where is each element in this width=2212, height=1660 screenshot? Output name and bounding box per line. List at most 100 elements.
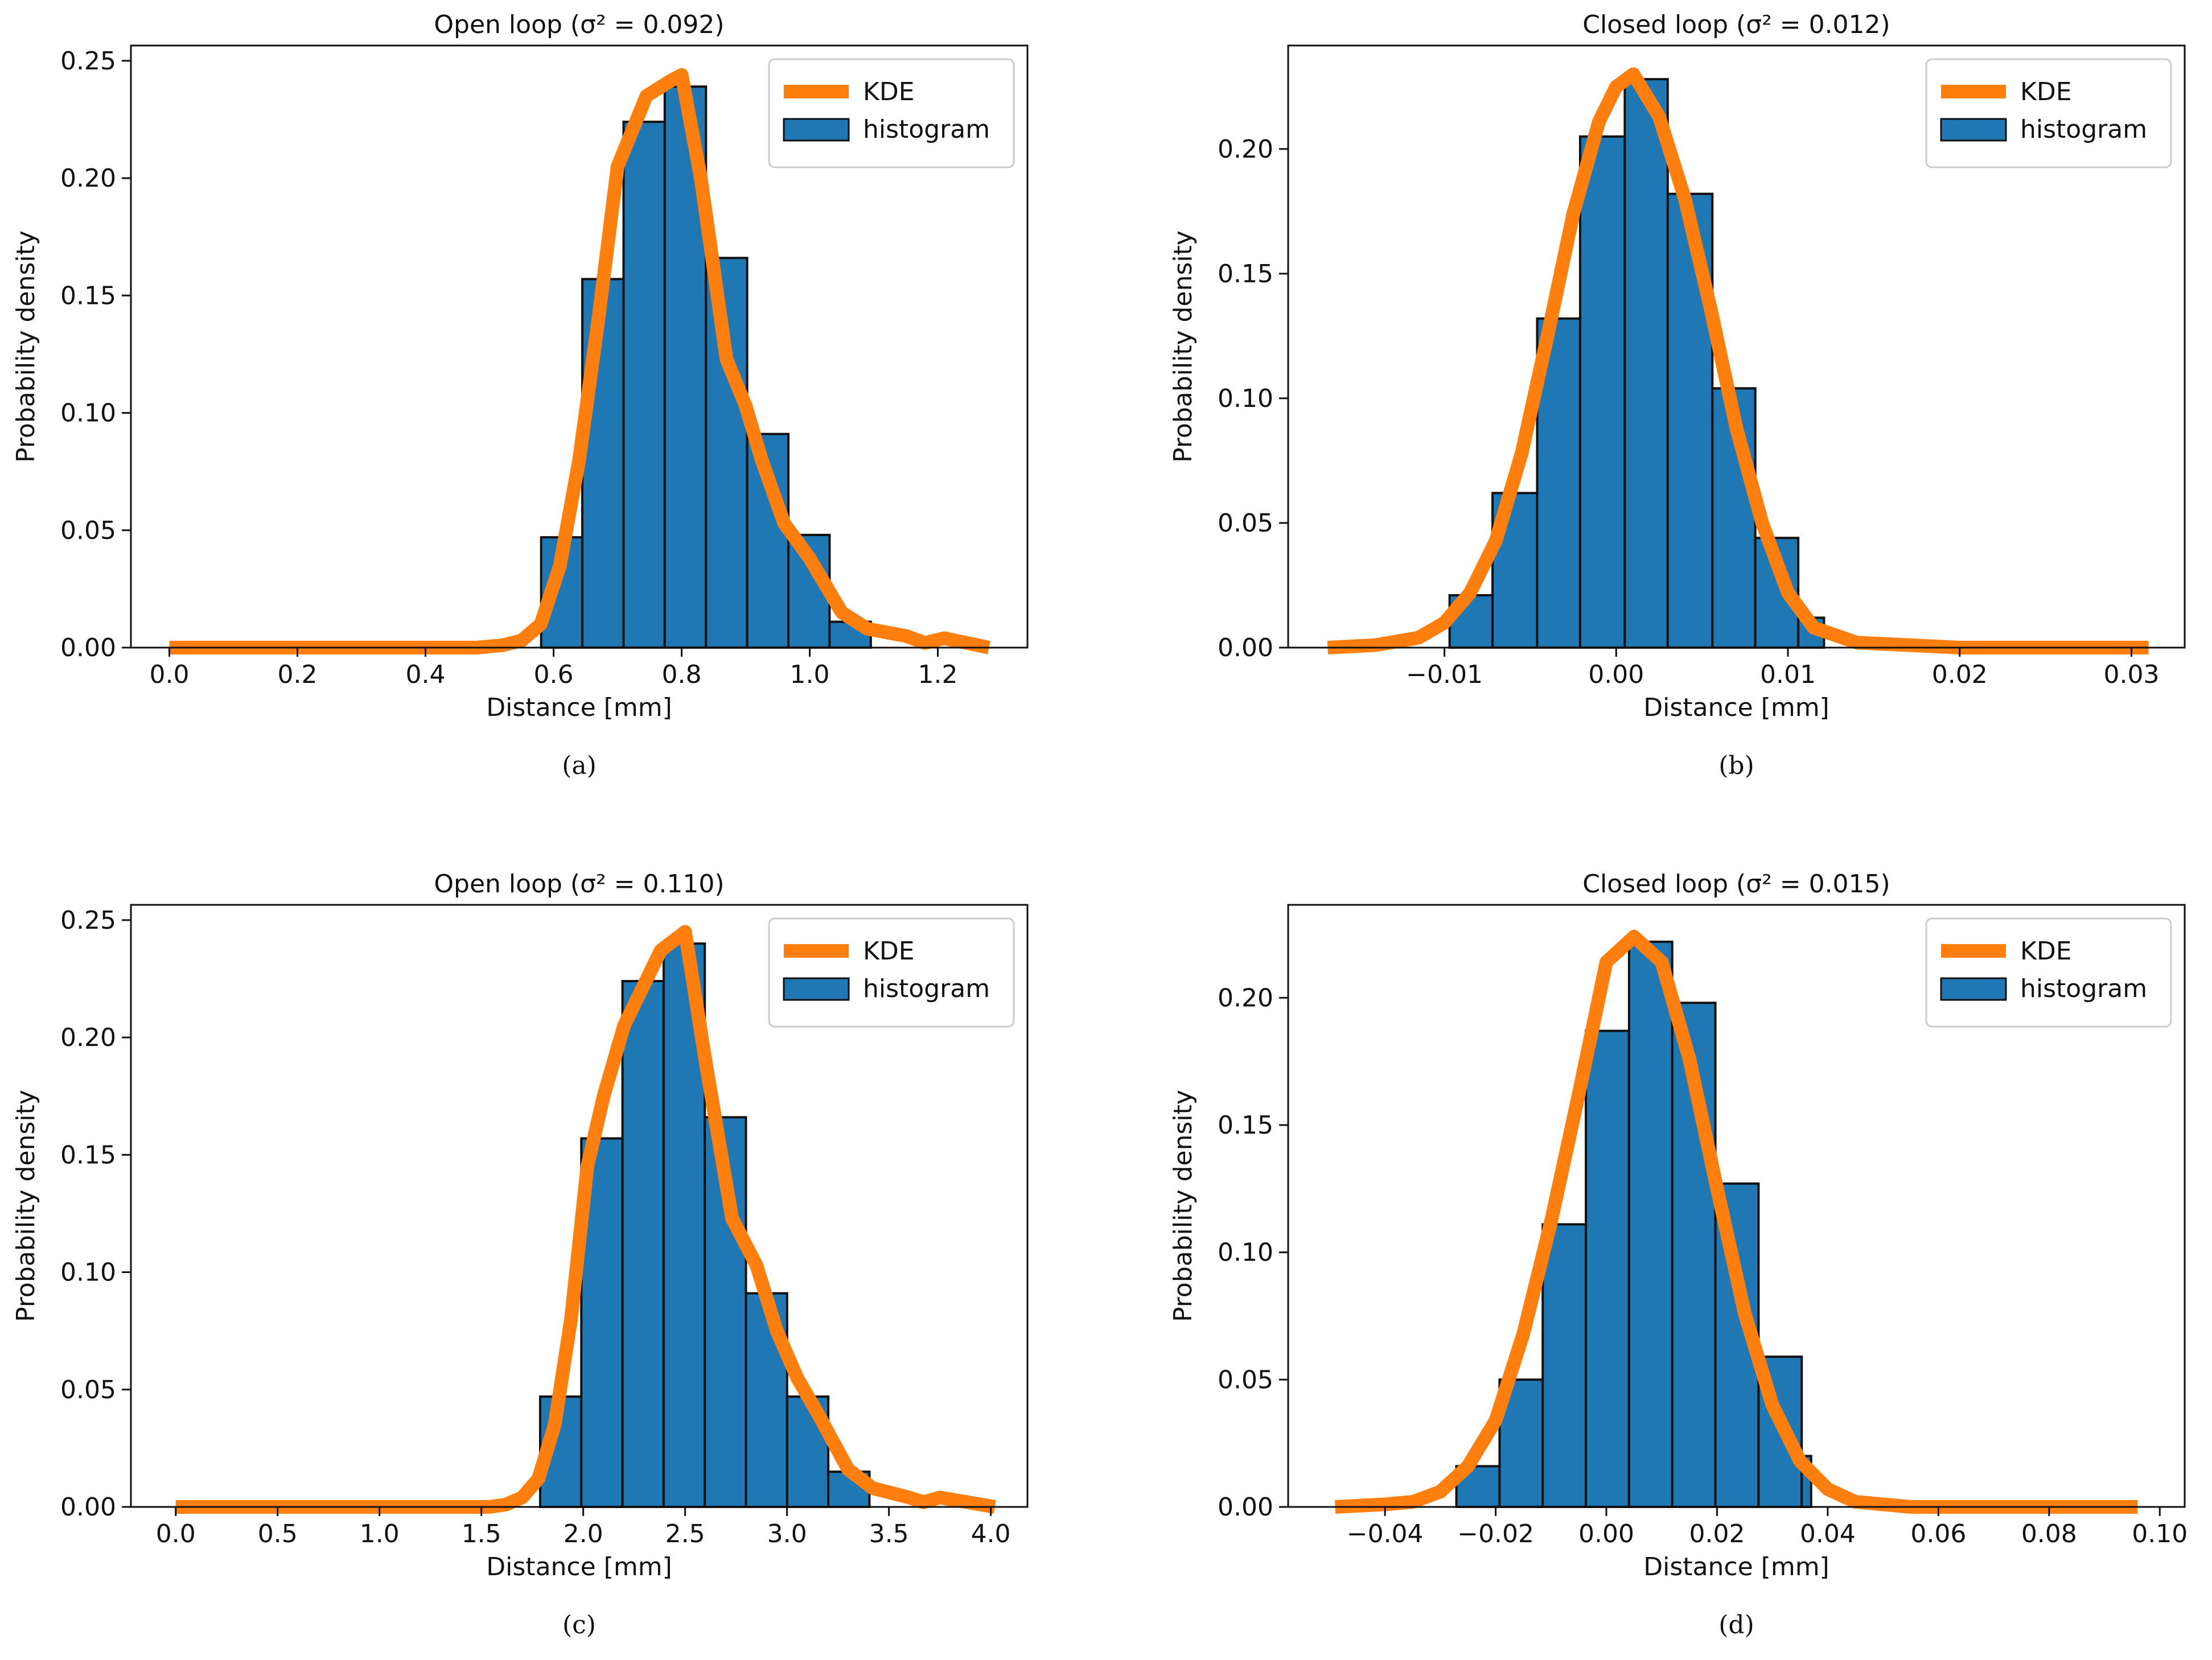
y-tick-label: 0.10: [60, 399, 116, 428]
x-tick-label: 0.2: [278, 660, 318, 689]
legend-frame: [768, 58, 1015, 168]
histogram-bar: [1585, 1029, 1630, 1509]
legend: KDE histogram: [768, 58, 1015, 168]
histogram-bar: [1541, 1223, 1588, 1508]
legend: KDE histogram: [1925, 58, 2172, 168]
x-tick-label: 0.5: [258, 1519, 298, 1548]
legend-histogram-swatch: [783, 118, 850, 142]
x-tick-label: 0.08: [2021, 1519, 2077, 1548]
chart-title: Open loop (σ² = 0.092): [434, 10, 724, 39]
legend-kde-label: KDE: [2020, 937, 2072, 966]
y-tick-label: 0.10: [60, 1258, 116, 1287]
legend-histogram-label: histogram: [2020, 115, 2147, 144]
x-tick-label: 0.6: [534, 660, 574, 689]
histogram-bar: [622, 121, 666, 649]
x-tick-label: 0.00: [1578, 1519, 1634, 1548]
y-tick-label: 0.00: [1218, 633, 1273, 662]
panel-caption: (c): [562, 1610, 596, 1640]
legend-histogram-swatch: [1940, 118, 2007, 142]
x-tick-label: 0.00: [1588, 660, 1644, 689]
y-tick-label: 0.15: [1218, 259, 1273, 289]
x-tick-label: −0.01: [1406, 660, 1483, 689]
y-tick-label: 0.15: [60, 281, 116, 310]
y-tick-label: 0.00: [60, 633, 116, 662]
x-tick-label: −0.02: [1457, 1519, 1534, 1548]
y-tick-label: 0.20: [60, 1023, 116, 1052]
legend-histogram-swatch: [783, 977, 850, 1001]
x-tick-label: 0.10: [2132, 1519, 2188, 1548]
axes-frame: [1287, 44, 2186, 649]
x-tick-label: 0.4: [406, 660, 446, 689]
y-tick-label: 0.00: [60, 1493, 116, 1522]
x-axis-label: Distance [mm]: [486, 693, 672, 722]
x-tick-label: 1.0: [360, 1519, 400, 1548]
histogram-bar: [1623, 78, 1669, 649]
chart-title: Open loop (σ² = 0.110): [434, 870, 724, 899]
legend-frame: [768, 917, 1015, 1028]
legend-histogram-label: histogram: [2020, 974, 2147, 1003]
legend: KDE histogram: [1925, 917, 2172, 1028]
y-axis-label: Probability density: [1169, 230, 1198, 463]
axes-frame: [1287, 904, 2186, 1508]
histogram-bar: [621, 980, 665, 1508]
legend-histogram-label: histogram: [863, 115, 990, 144]
y-axis-label: Probability density: [11, 230, 40, 463]
kde-curve: [1334, 929, 2138, 1514]
legend-frame: [1925, 917, 2172, 1028]
chart-title: Closed loop (σ² = 0.015): [1582, 870, 1890, 899]
panel-caption: (d): [1718, 1610, 1754, 1640]
chart-panel-d: −0.04 −0.02 0.00 0.02 0.04 0.06 0.08 0.10 0.00 0.…: [1169, 870, 2188, 1640]
chart-title: Closed loop (σ² = 0.012): [1582, 10, 1890, 39]
y-tick-label: 0.20: [60, 164, 116, 193]
x-tick-label: 3.0: [767, 1519, 807, 1548]
chart-panel-b: −0.01 0.00 0.01 0.02 0.03 0.00 0.05 0.10 0.15 0.2…: [1169, 10, 2186, 780]
y-tick-label: 0.15: [60, 1140, 116, 1169]
y-tick-label: 0.20: [1218, 983, 1273, 1012]
x-tick-label: 2.5: [665, 1519, 705, 1548]
panel-caption: (b): [1718, 751, 1754, 780]
chart-panel-c: 0.0 0.5 1.0 1.5 2.0 2.5 3.0 3.5 4.0 0.00 0.05 0.10 0…: [11, 870, 1029, 1640]
kde-curve: [175, 925, 996, 1514]
legend-histogram-swatch: [1940, 977, 2007, 1001]
histogram-bar: [1627, 940, 1674, 1508]
x-tick-label: 0.03: [2103, 660, 2159, 689]
x-tick-label: 4.0: [971, 1519, 1011, 1548]
x-tick-label: 3.5: [869, 1519, 909, 1548]
x-axis-label: Distance [mm]: [486, 1552, 672, 1581]
y-axis-label: Probability density: [11, 1090, 40, 1322]
x-axis-label: Distance [mm]: [1643, 693, 1829, 722]
y-tick-label: 0.00: [1218, 1493, 1273, 1522]
chart-panel-a: 0.0 0.2 0.4 0.6 0.8 1.0 1.2 0.00 0.05 0.10 0.15 0.2…: [11, 10, 1029, 780]
x-tick-label: 0.02: [1689, 1519, 1745, 1548]
x-tick-label: 0.06: [1910, 1519, 1966, 1548]
x-tick-label: 1.0: [790, 660, 830, 689]
x-tick-label: 0.0: [150, 660, 190, 689]
x-tick-label: 1.2: [918, 660, 958, 689]
y-tick-label: 0.05: [60, 1375, 116, 1404]
x-tick-label: 1.5: [462, 1519, 501, 1548]
legend-kde-label: KDE: [863, 937, 915, 966]
histogram-bars: [1455, 940, 1812, 1509]
axes-frame: [130, 44, 1029, 649]
x-tick-label: 0.8: [662, 660, 702, 689]
x-tick-label: 2.0: [564, 1519, 603, 1548]
y-axis-label: Probability density: [1169, 1090, 1198, 1322]
axes-frame: [130, 904, 1029, 1508]
legend-kde-label: KDE: [2020, 77, 2072, 106]
x-tick-label: 0.04: [1800, 1519, 1856, 1548]
histogram-bar: [1578, 135, 1626, 649]
legend-histogram-label: histogram: [863, 974, 990, 1003]
y-tick-label: 0.20: [1218, 135, 1273, 164]
y-tick-label: 0.05: [60, 516, 116, 545]
y-tick-label: 0.25: [60, 47, 116, 76]
legend: KDE histogram: [768, 917, 1015, 1028]
panel-caption: (a): [562, 751, 597, 780]
x-tick-label: 0.01: [1760, 660, 1816, 689]
y-tick-label: 0.05: [1218, 509, 1273, 538]
kde-curve: [169, 68, 990, 654]
y-tick-label: 0.25: [60, 906, 116, 935]
x-tick-label: −0.04: [1347, 1519, 1424, 1548]
x-axis-label: Distance [mm]: [1643, 1552, 1829, 1581]
